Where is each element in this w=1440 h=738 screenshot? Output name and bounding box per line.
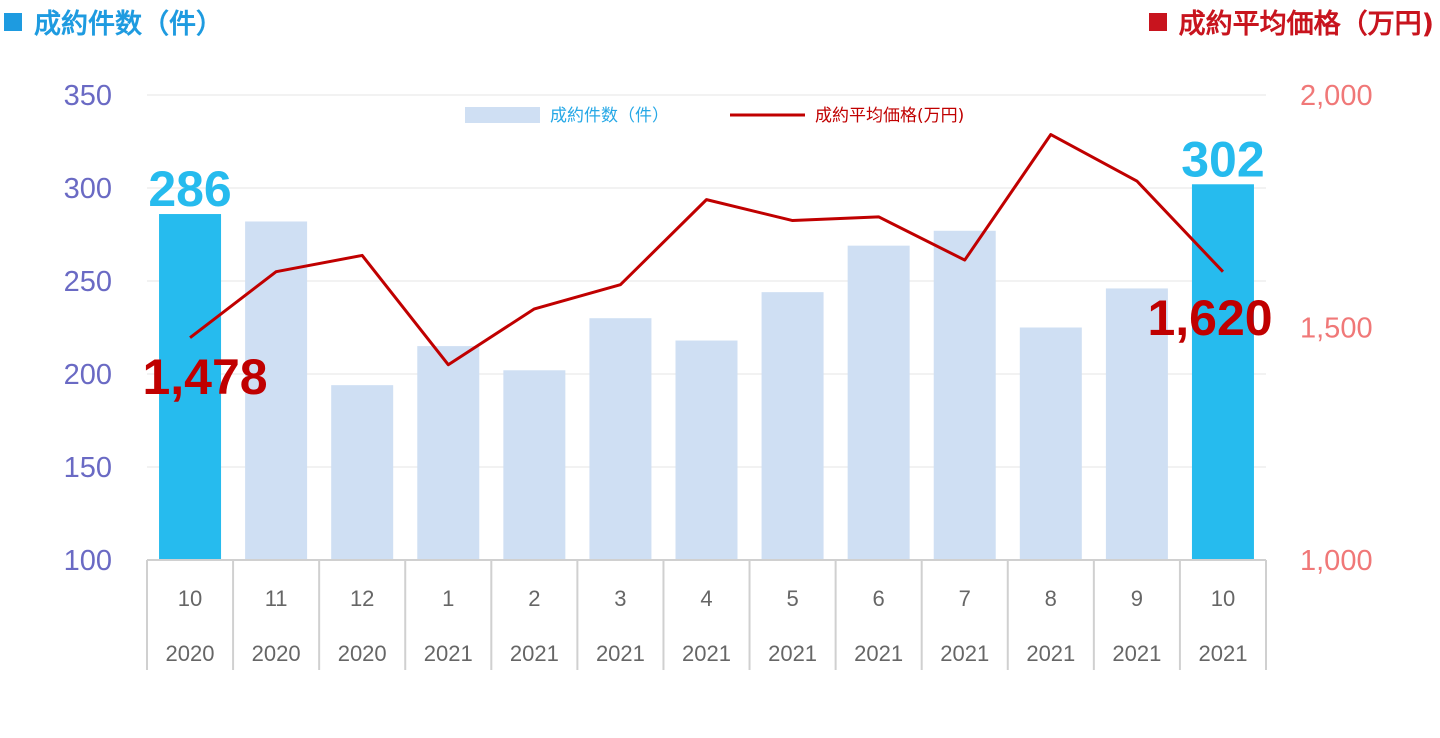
x-month-label: 10	[1211, 586, 1235, 611]
x-year-label: 2021	[940, 641, 989, 666]
x-year-label: 2020	[338, 641, 387, 666]
bar	[331, 385, 394, 560]
x-month-label: 2	[528, 586, 540, 611]
legend-bar-label: 成約件数（件）	[550, 106, 669, 126]
red-square-icon	[1148, 13, 1167, 31]
bar	[1105, 288, 1168, 560]
first-price-label: 1,478	[142, 349, 267, 405]
bar	[245, 221, 308, 561]
bar	[761, 292, 824, 560]
price-line	[189, 133, 1225, 367]
y-left-tick-label: 150	[64, 452, 112, 484]
x-year-label: 2021	[424, 641, 473, 666]
x-year-label: 2021	[768, 641, 817, 666]
x-year-label: 2021	[1026, 641, 1075, 666]
y-right-tick-label: 1,000	[1300, 545, 1373, 577]
y-left-tick-label: 250	[64, 266, 112, 298]
x-month-label: 7	[959, 586, 971, 611]
bar	[1019, 327, 1082, 560]
y-left-tick-label: 350	[64, 80, 112, 112]
x-month-label: 4	[700, 586, 712, 611]
x-year-label: 2020	[166, 641, 215, 666]
x-month-label: 3	[614, 586, 626, 611]
bar	[589, 318, 652, 560]
blue-square-icon	[4, 13, 22, 31]
y-left-tick-label: 100	[64, 545, 112, 577]
last-price-label: 1,620	[1147, 290, 1272, 346]
bar	[933, 230, 996, 560]
x-year-label: 2021	[510, 641, 559, 666]
y-left-tick-label: 200	[64, 359, 112, 391]
x-year-label: 2021	[1198, 641, 1247, 666]
x-year-label: 2021	[682, 641, 731, 666]
bar	[417, 346, 480, 560]
legend-bar-swatch	[465, 107, 540, 123]
bar	[675, 340, 738, 560]
x-year-label: 2021	[854, 641, 903, 666]
x-month-label: 6	[873, 586, 885, 611]
x-month-label: 11	[265, 586, 288, 611]
left-axis-title: 成約件数（件）	[4, 2, 223, 41]
y-right-tick-label: 1,500	[1300, 313, 1373, 345]
x-year-label: 2021	[1112, 641, 1161, 666]
x-month-label: 1	[442, 586, 454, 611]
x-month-label: 9	[1131, 586, 1143, 611]
first-count-label: 286	[148, 161, 231, 217]
legend-line-label: 成約平均価格(万円)	[815, 106, 964, 126]
left-axis-title-text: 成約件数（件）	[34, 9, 223, 40]
y-left-tick-label: 300	[64, 173, 112, 205]
y-right-tick-label: 2,000	[1300, 80, 1373, 112]
bar	[1191, 184, 1254, 560]
right-axis-title-text: 成約平均価格（万円)	[1178, 9, 1434, 40]
bar	[847, 245, 910, 560]
bar	[159, 214, 222, 561]
x-year-label: 2021	[596, 641, 645, 666]
x-month-label: 12	[350, 586, 374, 611]
last-count-label: 302	[1181, 131, 1264, 187]
x-month-label: 10	[178, 586, 202, 611]
x-month-label: 5	[786, 586, 798, 611]
x-year-label: 2020	[252, 641, 301, 666]
right-axis-title: 成約平均価格（万円)	[1148, 2, 1434, 41]
x-month-label: 8	[1045, 586, 1057, 611]
bar	[503, 370, 566, 560]
